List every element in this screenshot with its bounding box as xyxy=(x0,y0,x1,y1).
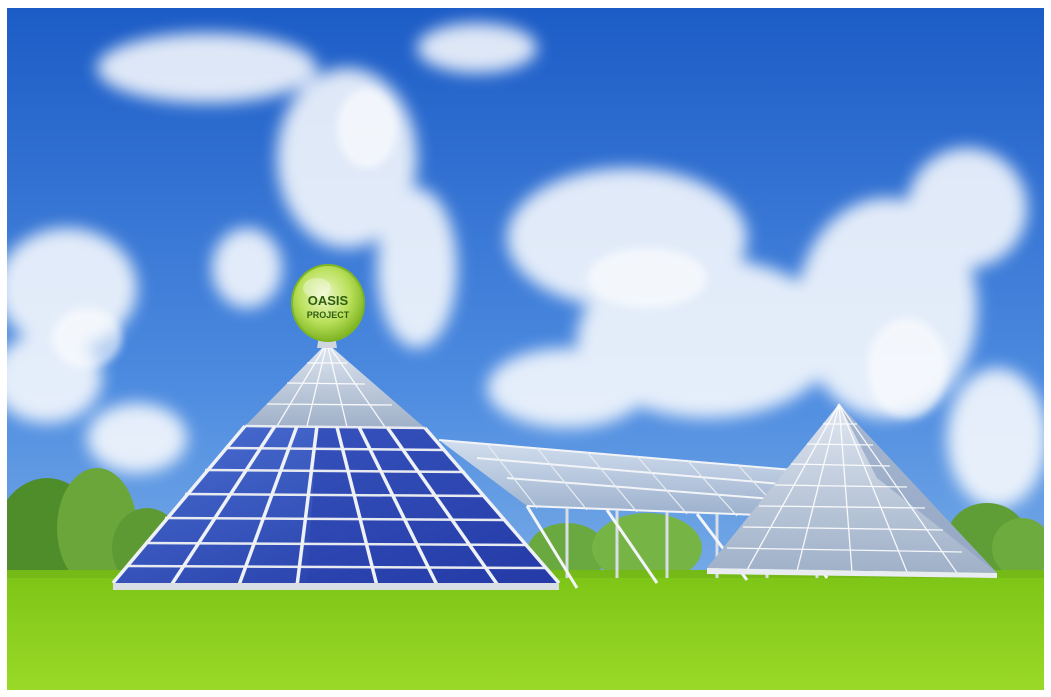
photo-frame: OASIS PROJECT xyxy=(7,8,1044,690)
small-glass-pyramid xyxy=(707,403,997,578)
solar-pyramids-scene: OASIS PROJECT xyxy=(7,8,1044,690)
large-solar-pyramid xyxy=(111,336,561,590)
oasis-project-logo: OASIS PROJECT xyxy=(291,264,365,342)
logo-line2: PROJECT xyxy=(307,310,350,320)
clouds xyxy=(7,23,1044,508)
logo-line1: OASIS xyxy=(308,293,349,308)
